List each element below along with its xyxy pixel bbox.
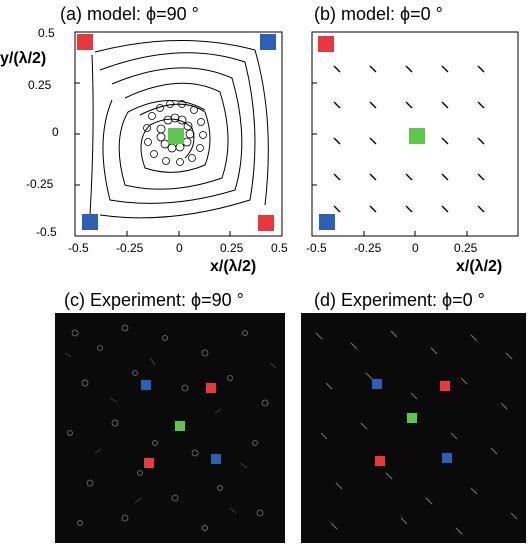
panel-d-green-marker — [407, 413, 417, 423]
tick-a-x-3: 0.25 — [220, 241, 244, 255]
panel-c-red-marker-1 — [206, 383, 216, 393]
panel-a-green-marker — [168, 128, 184, 144]
tick-a-y-4: -0.5 — [36, 225, 57, 239]
panel-b-blue-marker-bl — [319, 214, 335, 230]
panel-c-blue-marker-2 — [211, 454, 221, 464]
panel-a-blue-marker-bl — [82, 214, 98, 230]
panel-b-title: (b) model: ϕ=0 ° — [314, 4, 443, 24]
tick-a-y-1: 0.25 — [28, 78, 52, 92]
panel-d-blue-marker-2 — [442, 453, 452, 463]
tick-a-x-2: 0 — [176, 241, 183, 255]
panel-c-red-marker-2 — [144, 458, 154, 468]
panel-d-title: (d) Experiment: ϕ=0 ° — [314, 290, 485, 310]
panel-d-experiment-image — [301, 313, 526, 543]
panel-a-blue-marker-tr — [260, 34, 276, 50]
panel-a-spirals — [89, 39, 269, 219]
panel-b-xlabel: x/(λ/2) — [456, 258, 503, 275]
tick-a-x-0: -0.5 — [68, 241, 89, 255]
panel-d-texture — [315, 330, 518, 535]
tick-a-x-1: -0.25 — [116, 241, 144, 255]
panel-a-tickmarks — [74, 31, 283, 237]
tick-a-y-2: 0 — [52, 125, 59, 139]
panel-b-green-marker — [409, 128, 425, 144]
panel-a-red-marker-br — [258, 215, 274, 231]
panel-d-red-marker-1 — [440, 381, 450, 391]
tick-a-x-4: 0.5 — [271, 241, 288, 255]
panel-a-title: (a) model: ϕ=90 ° — [60, 4, 199, 24]
panel-b-tickmarks — [312, 82, 468, 236]
panel-d-blue-marker-1 — [372, 379, 382, 389]
panel-a-ylabel: y/(λ/2) — [0, 50, 47, 67]
tick-a-y-3: -0.25 — [26, 177, 54, 191]
tick-b-x-3: 0.25 — [454, 241, 478, 255]
panel-c-texture — [64, 324, 277, 531]
tick-b-x-2: 0 — [412, 241, 419, 255]
panel-c-experiment-image — [55, 313, 285, 543]
tick-b-x-1: -0.25 — [354, 241, 382, 255]
model-panels-graphic — [74, 31, 519, 237]
panel-c-title: (c) Experiment: ϕ=90 ° — [64, 290, 244, 310]
tick-b-x-0: -0.5 — [306, 241, 327, 255]
panel-c-green-marker — [175, 421, 185, 431]
panel-a-red-marker-tl — [77, 34, 93, 50]
panel-b-arrows — [333, 65, 485, 213]
panel-a-xlabel: x/(λ/2) — [210, 258, 257, 275]
panel-b-red-marker-tl — [318, 36, 334, 52]
panel-c-blue-marker-1 — [141, 380, 151, 390]
panel-a-center-loops — [143, 100, 207, 166]
panel-d-red-marker-2 — [375, 456, 385, 466]
tick-a-y-0: 0.5 — [38, 26, 55, 40]
